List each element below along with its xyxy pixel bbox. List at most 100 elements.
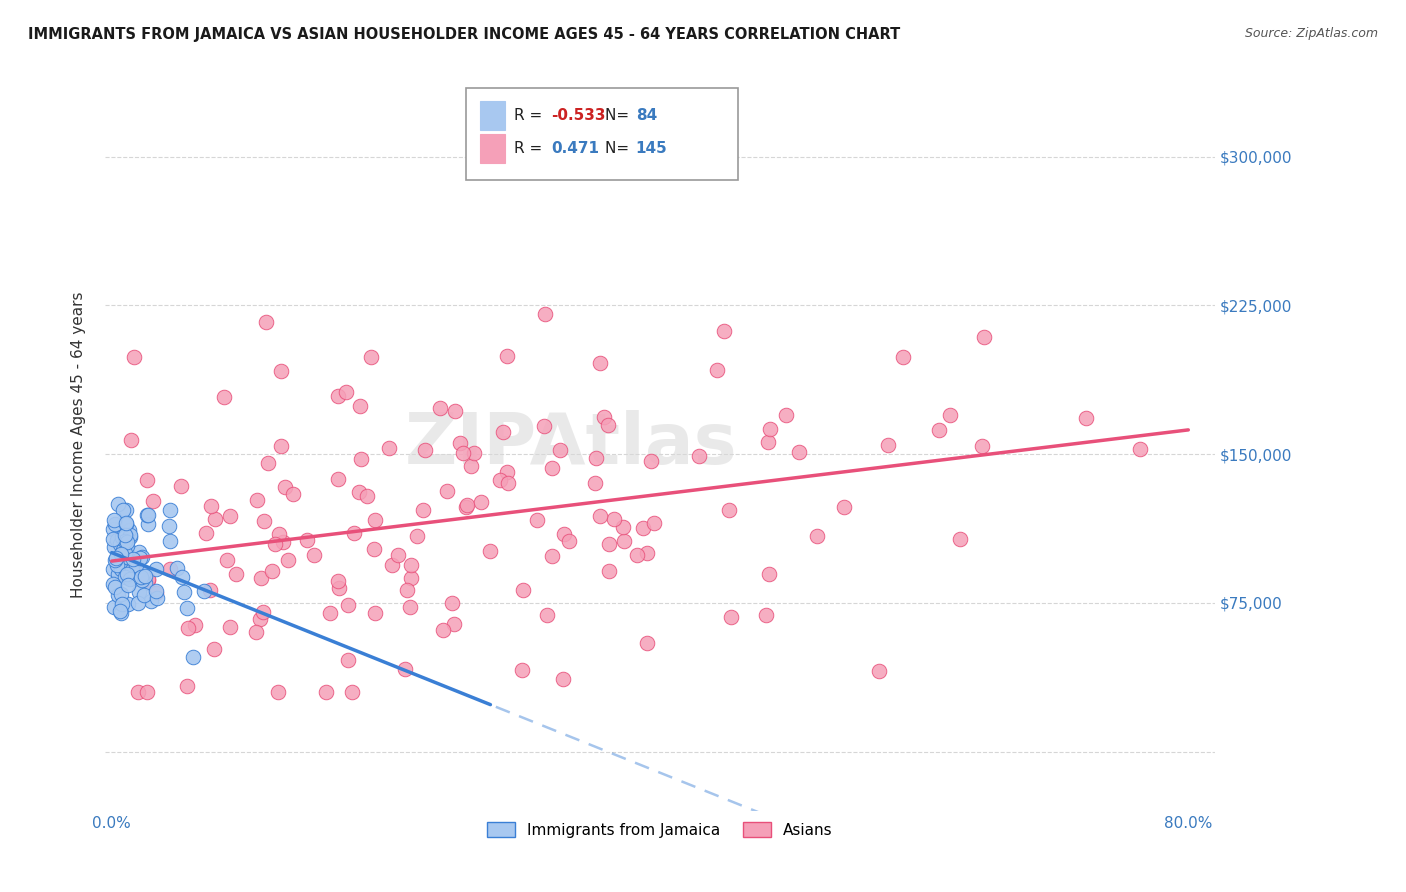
Point [406,529,429,543]
Point [449,436,471,450]
Point [832,500,855,514]
Point [443,403,465,417]
Point [114,546,136,560]
Point [928,423,950,437]
Text: 84: 84 [636,108,657,123]
Point [489,473,512,487]
Point [295,533,318,548]
Point [170,570,193,584]
Point [111,530,134,544]
Point [277,553,299,567]
Point [117,569,139,583]
Point [412,502,434,516]
Point [122,555,145,569]
Point [636,545,658,559]
Point [108,537,131,551]
Point [204,512,226,526]
Point [110,606,132,620]
Point [183,618,205,632]
Point [202,642,225,657]
Point [127,596,149,610]
Point [132,566,155,581]
Point [120,434,142,448]
Point [120,530,142,544]
Point [1128,442,1150,456]
Point [214,390,236,404]
Point [114,530,136,544]
Point [360,350,382,364]
Point [337,598,360,612]
Point [343,525,366,540]
Point [613,533,636,548]
Point [115,517,138,532]
Point [541,549,564,564]
Point [429,401,451,415]
Point [478,544,501,558]
Point [114,534,136,549]
Point [115,535,138,549]
Point [454,500,477,514]
Point [249,611,271,625]
Point [157,519,180,533]
Point [111,533,134,548]
Point [111,542,134,557]
Point [246,492,269,507]
Point [118,527,141,541]
Point [972,439,994,453]
Point [104,553,127,567]
Point [553,527,575,541]
Point [117,524,139,538]
Point [125,558,148,573]
Point [112,555,135,569]
Point [394,662,416,676]
Point [273,535,295,549]
Point [553,672,575,686]
Point [176,679,198,693]
Text: N=: N= [605,141,634,156]
Point [364,606,387,620]
Point [342,685,364,699]
Point [443,617,465,632]
Text: Source: ZipAtlas.com: Source: ZipAtlas.com [1244,27,1378,40]
Point [114,527,136,541]
Point [177,621,200,635]
Point [193,583,215,598]
Point [264,537,287,551]
Point [117,558,139,572]
Point [218,508,240,523]
Point [713,324,735,338]
Point [136,572,159,586]
Point [121,563,143,577]
Point [104,580,127,594]
Point [536,607,558,622]
Point [589,508,612,523]
Point [138,517,160,532]
Point [115,529,138,543]
Point [688,449,710,463]
Point [120,555,142,569]
Point [225,567,247,582]
Point [706,363,728,377]
Point [512,663,534,677]
Point [115,516,138,530]
Point [603,512,626,526]
Point [110,547,132,561]
Point [128,551,150,566]
Point [636,636,658,650]
Point [115,549,138,564]
Point [270,439,292,453]
Point [274,480,297,494]
Point [948,532,970,546]
Point [283,487,305,501]
Point [134,576,156,591]
Point [135,474,157,488]
Point [598,537,620,551]
Point [328,389,350,403]
Point [363,513,385,527]
Point [145,584,167,599]
Point [107,497,129,511]
Point [108,557,131,571]
Point [136,508,159,522]
Point [304,548,326,562]
Text: N=: N= [605,108,634,123]
